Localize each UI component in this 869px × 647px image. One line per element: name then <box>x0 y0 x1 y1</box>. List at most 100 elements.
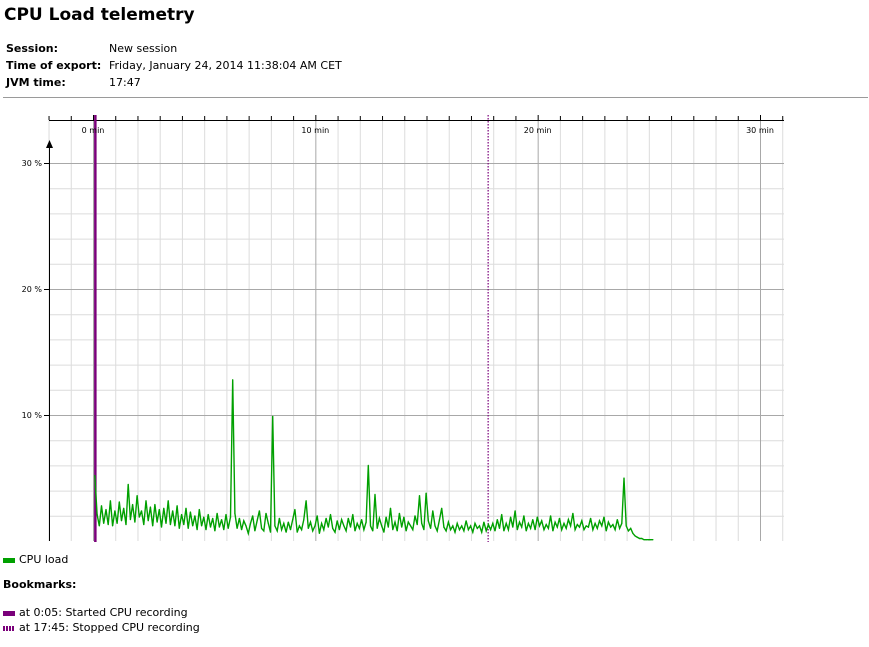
cpu-load-point <box>298 525 300 527</box>
cpu-load-point <box>354 530 356 532</box>
cpu-load-point <box>278 517 280 519</box>
cpu-load-point <box>412 529 414 531</box>
cpu-load-point <box>307 527 309 529</box>
bookmark-start-label: at 0:05: Started CPU recording <box>19 606 188 619</box>
cpu-load-point <box>538 525 541 527</box>
cpu-load-point <box>443 526 445 528</box>
cpu-load-point <box>381 525 383 527</box>
bookmarks-title: Bookmarks: <box>3 578 77 591</box>
cpu-load-point <box>358 527 360 529</box>
cpu-load-point <box>647 539 650 541</box>
cpu-load-point <box>507 529 509 531</box>
bookmark-markers <box>94 115 489 542</box>
cpu-load-point <box>510 516 512 518</box>
cpu-load-point <box>209 526 212 528</box>
cpu-load-point <box>243 520 245 522</box>
chart-axes <box>44 115 784 541</box>
cpu-load-point <box>612 524 614 526</box>
cpu-load-point <box>398 512 400 514</box>
y-tick-label: 30 % <box>22 159 43 168</box>
cpu-load-point <box>249 522 252 524</box>
cpu-load-point <box>452 525 454 527</box>
cpu-load-point <box>332 527 334 529</box>
cpu-load-point <box>501 513 503 516</box>
cpu-load-point <box>467 529 469 531</box>
bookmark-start-swatch <box>3 610 15 616</box>
cpu-load-point <box>323 529 325 531</box>
jvm-time-value: 17:47 <box>109 76 141 89</box>
cpu-load-point <box>558 517 561 519</box>
cpu-load-point <box>481 531 483 533</box>
cpu-load-point <box>125 524 127 526</box>
cpu-load-point <box>167 500 169 502</box>
cpu-load-point <box>274 525 276 527</box>
cpu-load-point <box>201 525 203 527</box>
cpu-load-point <box>321 522 323 524</box>
cpu-load-point <box>514 510 516 512</box>
cpu-load-point <box>427 520 429 522</box>
cpu-load-point <box>347 517 349 519</box>
cpu-load-point <box>309 521 312 523</box>
cpu-load-point <box>152 525 154 527</box>
cpu-load-point <box>178 527 180 529</box>
y-tick-label: 20 % <box>22 285 43 294</box>
cpu-load-point <box>503 530 505 532</box>
cpu-load-point <box>641 537 643 540</box>
cpu-load-point <box>185 507 187 509</box>
cpu-load-chart: 0 min 10 min 20 min 30 min 10 % 20 % 30 % <box>22 115 784 542</box>
cpu-load-point <box>147 520 149 522</box>
cpu-load-point <box>132 503 134 506</box>
cpu-load-point <box>265 512 267 514</box>
cpu-load-point <box>169 524 171 526</box>
cpu-load-point <box>376 527 378 529</box>
cpu-load-point <box>432 510 434 512</box>
cpu-load-point <box>252 515 254 517</box>
session-label: Session: <box>6 42 59 55</box>
cpu-load-point <box>301 529 303 531</box>
cpu-load-point <box>536 516 538 518</box>
cpu-load-point <box>149 506 151 508</box>
cpu-load-point <box>116 522 118 524</box>
cpu-load-point <box>634 535 636 537</box>
cpu-load-point <box>394 521 396 523</box>
cpu-load-point <box>140 510 143 512</box>
jvm-time-row: JVM time: 17:47 <box>6 74 342 91</box>
cpu-load-point <box>165 522 167 524</box>
cpu-load-point <box>205 529 207 531</box>
cpu-load-point <box>541 520 543 522</box>
cpu-load-point <box>345 530 347 532</box>
cpu-load-point <box>134 521 136 523</box>
jvm-time-label: JVM time: <box>6 76 66 89</box>
cpu-load-point <box>314 525 316 527</box>
cpu-load-point <box>583 529 585 531</box>
cpu-load-point <box>112 525 114 527</box>
cpu-load-point <box>476 527 478 529</box>
cpu-load-point <box>425 492 427 494</box>
cpu-load-point <box>369 525 372 527</box>
cpu-load-point <box>561 529 563 531</box>
cpu-load-point <box>212 517 214 519</box>
cpu-load-point <box>652 539 654 541</box>
cpu-load-point <box>94 474 96 477</box>
cpu-load-point <box>374 493 376 495</box>
cpu-load-point <box>463 530 465 532</box>
cpu-load-point <box>143 524 145 526</box>
cpu-load-point <box>516 529 518 531</box>
cpu-load-point <box>592 529 594 531</box>
cpu-load-point <box>547 527 550 529</box>
cpu-load-point <box>414 515 416 517</box>
cpu-load-point <box>192 525 194 527</box>
cpu-load-point <box>472 531 474 533</box>
cpu-load-point <box>465 520 467 522</box>
major-gridlines <box>49 120 784 541</box>
cpu-load-point <box>281 529 283 531</box>
cpu-load-point <box>183 524 185 526</box>
cpu-load-point <box>410 525 412 527</box>
legend-cpu-load: CPU load <box>3 553 68 567</box>
cpu-load-point <box>276 530 278 532</box>
cpu-load-point <box>312 530 314 532</box>
cpu-load-point <box>581 520 583 522</box>
legend-cpu-load-label: CPU load <box>19 553 69 566</box>
cpu-load-point <box>461 525 463 527</box>
cpu-load-point <box>107 524 109 526</box>
